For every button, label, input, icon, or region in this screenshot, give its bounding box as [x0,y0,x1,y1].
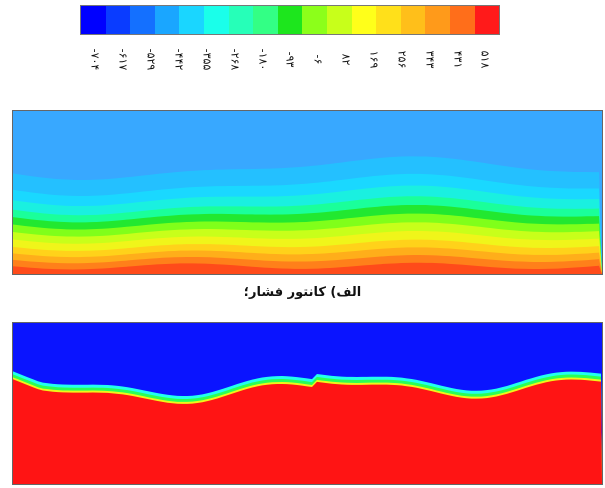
colorbar-tick-label: -۶ [306,40,331,78]
colorbar-swatch [425,6,450,34]
colorbar-tick-label: -۳۵۵ [194,40,219,78]
tick-text: -۶۱۷ [116,48,130,70]
colorbar-swatch [351,6,377,34]
colorbar-swatch [81,6,106,34]
colorbar-swatch [154,6,180,34]
colorbar-tick-label: ۲۵۶ [389,40,414,78]
tick-text: -۱۸۰ [255,48,269,70]
lower-phase [13,379,602,484]
colorbar-tick-label: ۳۴۳ [417,40,442,78]
figure-caption: الف) کانتور فشار؛ [243,285,362,300]
colorbar-swatch [449,6,475,34]
tick-text: -۹۳ [283,51,297,67]
colorbar-tick-label: ۵۱۸ [473,40,498,78]
colorbar-tick-label: -۹۳ [278,40,303,78]
tick-text: -۶ [311,54,325,64]
colorbar [80,5,500,35]
colorbar-tick-label: -۷۰۴ [83,40,108,78]
colorbar-tick-label: ۴۳۱ [445,40,470,78]
colorbar-tick-labels: -۷۰۴ -۶۱۷ -۵۲۹ -۴۴۲ -۳۵۵ -۲۶۸ -۱۸۰ -۹۳ -۶ ۸۲ ۱۶۹ ۲۵… [80,40,500,78]
colorbar-tick-label: ۸۲ [334,40,359,78]
colorbar-swatch [326,6,352,34]
tick-text: -۷۰۴ [88,48,102,70]
colorbar-swatch [474,6,500,34]
colorbar-tick-label: -۲۶۸ [222,40,247,78]
tick-text: ۲۵۶ [395,50,409,68]
colorbar-swatch [179,6,204,34]
tick-text: ۳۴۳ [423,50,437,68]
colorbar-swatch [400,6,426,34]
phase-contour-panel [12,322,603,485]
tick-text: -۵۲۹ [144,48,158,70]
tick-text: ۴۳۱ [450,50,464,68]
colorbar-tick-label: -۶۱۷ [111,40,136,78]
colorbar-swatch [130,6,155,34]
colorbar-swatch [228,6,254,34]
colorbar-swatch [203,6,229,34]
colorbar-swatch [277,6,303,34]
tick-text: ۱۶۹ [367,50,381,68]
phase-contour-plot [13,323,602,484]
tick-text: -۴۴۲ [172,48,186,70]
colorbar-tick-label: -۵۲۹ [139,40,164,78]
tick-text: -۲۶۸ [228,48,242,70]
tick-text: ۵۱۸ [478,50,492,68]
colorbar-swatch [253,6,278,34]
pressure-contour-plot [13,111,602,274]
colorbar-tick-label: -۱۸۰ [250,40,275,78]
tick-text: ۸۲ [339,53,353,65]
colorbar-tick-label: ۱۶۹ [362,40,387,78]
pressure-contour-panel [12,110,603,275]
pressure-band [13,262,602,274]
tick-text: -۳۵۵ [200,48,214,70]
colorbar-swatch [105,6,131,34]
colorbar-swatch [302,6,327,34]
colorbar-tick-label: -۴۴۲ [167,40,192,78]
colorbar-swatch [376,6,401,34]
